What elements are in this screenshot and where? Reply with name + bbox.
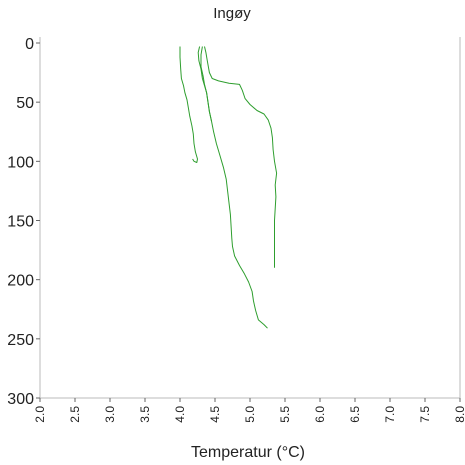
x-tick-label: 5.5 (278, 406, 292, 423)
x-tick-label: 8.0 (453, 406, 465, 423)
chart-title: Ingøy (213, 5, 251, 22)
x-tick-label: 2.5 (68, 406, 82, 423)
y-tick-label: 300 (7, 391, 34, 408)
series-layer (179, 46, 278, 329)
series-line-3 (204, 46, 278, 268)
y-tick-label: 0 (25, 36, 34, 53)
y-tick-label: 200 (7, 273, 34, 290)
x-tick-label: 6.5 (348, 406, 362, 423)
series-line-4 (197, 46, 212, 122)
y-tick-label: 50 (16, 95, 34, 112)
series-line-2 (200, 46, 268, 329)
x-axis-ticks: 2.0 2.5 3.0 3.5 4.0 4.5 5.0 5.5 6.0 6.5 7.0 7.5 8.0 (33, 398, 465, 423)
y-axis-ticks: 0 50 100 150 200 250 300 (7, 36, 40, 408)
x-tick-label: 3.5 (138, 406, 152, 423)
x-axis-label: Temperatur (°C) (191, 444, 305, 461)
x-tick-label: 7.5 (418, 406, 432, 423)
y-tick-label: 100 (7, 154, 34, 171)
x-tick-label: 6.0 (313, 406, 327, 423)
x-tick-label: 7.0 (383, 406, 397, 423)
x-tick-label: 4.0 (173, 406, 187, 423)
x-tick-label: 3.0 (103, 406, 117, 423)
axes (39, 37, 461, 399)
x-tick-label: 5.0 (243, 406, 257, 423)
y-tick-label: 150 (7, 214, 34, 231)
series-line-1 (179, 46, 198, 163)
x-tick-label: 2.0 (33, 406, 47, 423)
x-tick-label: 4.5 (208, 406, 222, 423)
y-tick-label: 250 (7, 332, 34, 349)
